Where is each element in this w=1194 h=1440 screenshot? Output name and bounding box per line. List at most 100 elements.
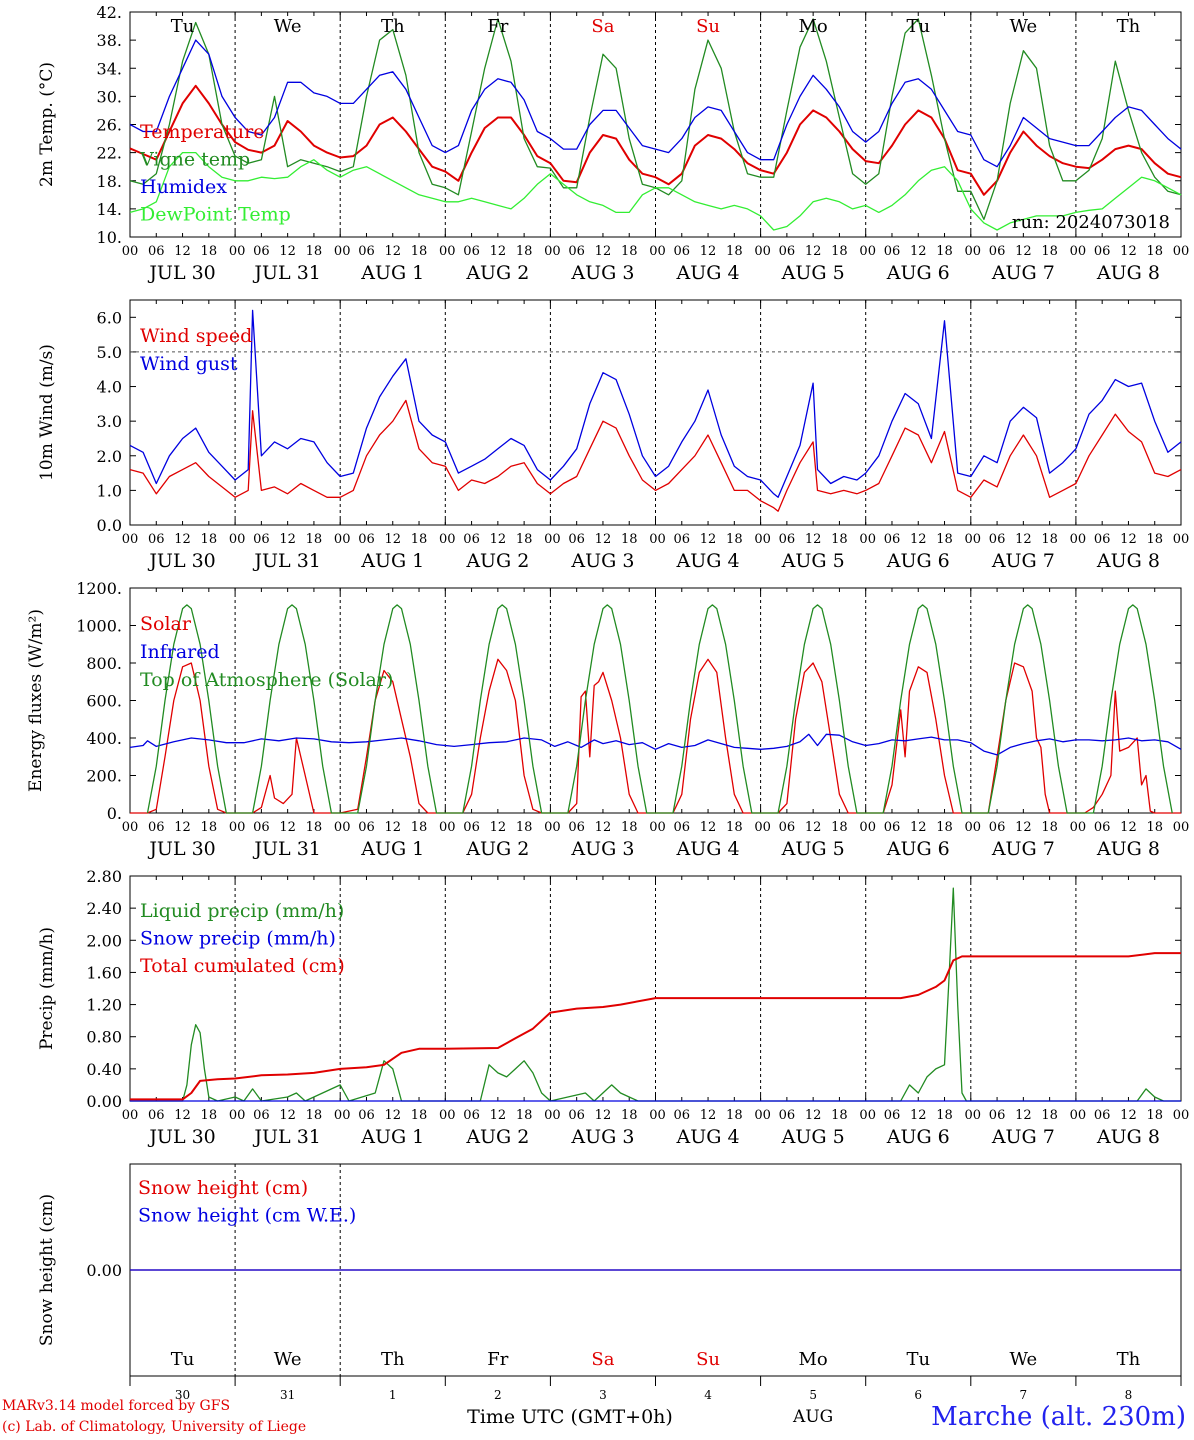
hour-tick-label: 00 [334, 1108, 351, 1123]
hour-tick-label: 06 [463, 532, 480, 547]
hour-tick-label: 18 [1041, 820, 1058, 835]
date-label: JUL 30 [147, 550, 215, 572]
hour-tick-label: 00 [754, 244, 771, 259]
hour-tick-label: 06 [989, 820, 1006, 835]
hour-tick-label: 12 [174, 532, 191, 547]
weekday-label: Fr [487, 1349, 508, 1370]
hour-tick-label: 12 [1120, 1108, 1137, 1123]
day-number-label: 5 [809, 1388, 817, 1402]
credit-line-2: (c) Lab. of Climatology, University of L… [2, 1419, 307, 1435]
hour-tick-label: 06 [148, 1108, 165, 1123]
y-tick-label: 0.00 [86, 1092, 122, 1111]
y-tick-label: 800. [86, 654, 122, 673]
hour-tick-label: 18 [516, 244, 533, 259]
day-number-label: 3 [599, 1388, 607, 1402]
y-tick-label: 18. [97, 172, 122, 191]
hour-tick-label: 06 [253, 532, 270, 547]
hour-tick-label: 06 [1094, 244, 1111, 259]
weekday-label: Su [696, 16, 720, 37]
weekday-label: Mo [799, 1349, 828, 1370]
hour-tick-label: 06 [884, 244, 901, 259]
hour-tick-label: 18 [726, 532, 743, 547]
date-label: AUG 5 [781, 550, 845, 572]
hour-tick-label: 18 [411, 244, 428, 259]
legend-entry: DewPoint Temp [140, 204, 291, 226]
hour-tick-label: 18 [516, 532, 533, 547]
hour-tick-label: 18 [621, 1108, 638, 1123]
hour-tick-label: 12 [595, 244, 612, 259]
y-tick-label: 6.0 [97, 308, 122, 327]
hour-tick-label: 00 [544, 820, 561, 835]
hour-tick-label: 00 [1070, 820, 1087, 835]
series-line [129, 399, 1182, 512]
hour-tick-label: 06 [884, 820, 901, 835]
date-label: JUL 31 [252, 262, 320, 284]
hour-tick-label: 00 [122, 820, 139, 835]
plot-frame [129, 587, 1182, 814]
hour-tick-label: 00 [229, 1108, 246, 1123]
series-line [130, 952, 1181, 1101]
hour-tick-label: 00 [122, 244, 139, 259]
hour-tick-label: 12 [910, 532, 927, 547]
hour-tick-label: 00 [754, 820, 771, 835]
hour-tick-label: 18 [1041, 532, 1058, 547]
hour-tick-label: 18 [936, 532, 953, 547]
hour-tick-label: 18 [306, 1108, 323, 1123]
hour-tick-label: 00 [649, 532, 666, 547]
date-label: JUL 31 [252, 838, 320, 860]
hour-tick-label: 06 [674, 532, 691, 547]
hour-tick-label: 00 [122, 1108, 139, 1123]
hour-tick-label: 06 [568, 820, 585, 835]
hour-tick-label: 12 [595, 532, 612, 547]
hour-tick-label: 12 [700, 244, 717, 259]
panel-4: 0.00 0.40 0.80 1.20 1.60 2.00 2.40 2.80 Precip (… [37, 867, 1189, 1148]
hour-tick-label: 18 [1146, 1108, 1163, 1123]
panel-3: 0. 200. 400. 600. 800. 1000. 1200. Energy fluxe… [26, 579, 1189, 860]
hour-tick-label: 06 [568, 1108, 585, 1123]
hour-tick-label: 12 [279, 244, 296, 259]
date-label: JUL 30 [147, 838, 215, 860]
date-label: AUG 3 [570, 550, 634, 572]
hour-tick-label: 00 [544, 532, 561, 547]
hour-tick-label: 06 [148, 532, 165, 547]
date-label: AUG 1 [360, 262, 424, 284]
hour-tick-label: 00 [754, 1108, 771, 1123]
date-label: AUG 2 [465, 550, 529, 572]
date-label: AUG 3 [570, 838, 634, 860]
series-line [129, 309, 1182, 498]
hour-tick-label: 18 [411, 532, 428, 547]
day-number-label: 31 [280, 1388, 295, 1402]
y-tick-label: 1200. [76, 579, 122, 598]
y-tick-label: 200. [86, 767, 122, 786]
hour-tick-label: 00 [1173, 820, 1190, 835]
hour-tick-label: 18 [306, 820, 323, 835]
hour-tick-label: 00 [439, 532, 456, 547]
series-line [130, 887, 1181, 1102]
y-axis-label: Precip (mm/h) [37, 927, 57, 1050]
weekday-label: Tu [171, 16, 195, 37]
date-label: AUG 5 [781, 838, 845, 860]
legend-entry: Snow precip (mm/h) [140, 928, 336, 950]
y-tick-label: 1.0 [97, 481, 122, 500]
date-label: AUG 8 [1096, 1126, 1160, 1148]
series-line [129, 151, 1182, 231]
hour-tick-label: 12 [1015, 532, 1032, 547]
hour-tick-label: 12 [1120, 820, 1137, 835]
legend-entry: Snow height (cm) [138, 1177, 308, 1199]
hour-tick-label: 00 [965, 820, 982, 835]
hour-tick-label: 00 [439, 1108, 456, 1123]
series-line [146, 604, 1173, 814]
weekday-label: We [1010, 16, 1038, 37]
weekday-label: Tu [171, 1349, 195, 1370]
weekday-label: Tu [906, 1349, 930, 1370]
date-label: JUL 31 [252, 550, 320, 572]
hour-tick-label: 00 [439, 244, 456, 259]
y-tick-label: 10. [97, 228, 122, 247]
panel-2: 0.0 1.0 2.0 3.0 4.0 5.0 6.0 10m Wind (m/s) Wind … [37, 299, 1189, 572]
hour-tick-label: 06 [989, 244, 1006, 259]
y-tick-label: 4.0 [97, 378, 122, 397]
y-tick-label: 1.20 [86, 996, 122, 1015]
hour-tick-label: 06 [779, 244, 796, 259]
series-line [129, 733, 1182, 756]
date-label: AUG 7 [991, 1126, 1055, 1148]
